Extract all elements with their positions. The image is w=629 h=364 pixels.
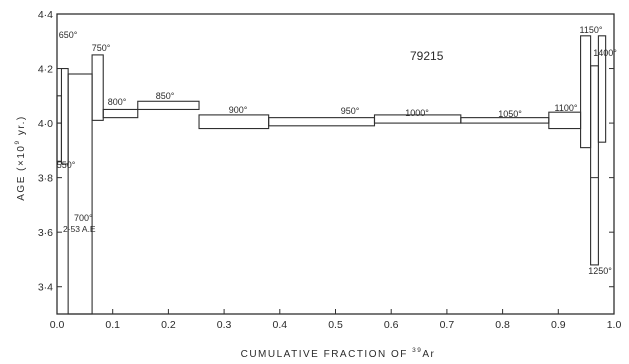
x-axis-title: CUMULATIVE FRACTION OF 39Ar [241,347,436,360]
step-labels: 550° 650° 750° 800° 850° 900° 950° 1000° 1050° 11… [57,25,618,276]
x-tick-label-0-4: 0.4 [272,319,287,331]
step-label-700: 700° [74,213,93,223]
x-tick-label-0-0: 0.0 [50,319,65,331]
step-box-800 [102,108,139,119]
x-tick-label-0-6: 0.6 [384,319,399,331]
x-tick-label-0-1: 0.1 [105,319,120,331]
step-box-750 [91,54,104,121]
y-tick-label-4-4: 4·4 [38,9,53,21]
sample-label: 79215 [410,49,444,63]
step-box-850 [137,100,200,111]
y-tick-label-3-4: 3·4 [38,282,53,294]
step-label-1000: 1000° [405,108,429,118]
step-box-1400 [597,35,607,143]
annotation-253-ae: 2·53 A.E [63,224,96,234]
x-tick-label-0-8: 0.8 [495,319,510,331]
y-tick-label-3-6: 3·6 [38,227,53,239]
y-tick-label-3-8: 3·8 [38,173,53,185]
x-tick-label-0-9: 0.9 [551,319,566,331]
x-tick-label-0-7: 0.7 [440,319,455,331]
step-label-1100: 1100° [555,103,578,113]
y-tick-label-4-2: 4·2 [38,64,53,76]
step-label-1050: 1050° [498,109,522,119]
step-label-1150: 1150° [580,25,603,35]
axis-ticks: 0.0 0.1 0.2 0.3 0.4 0.5 0.6 0.7 0.8 0.9 1.0 3·4 3·6 3… [38,9,622,331]
x-tick-label-0-5: 0.5 [328,319,343,331]
step-label-900: 900° [229,105,248,115]
x-tick-label-0-3: 0.3 [217,319,232,331]
x-tick-label-1-0: 1.0 [607,319,622,331]
step-label-950: 950° [341,106,360,116]
step-box-1250 [590,65,599,266]
step-label-800: 800° [108,97,127,107]
step-label-650: 650° [59,30,78,40]
x-tick-label-0-2: 0.2 [161,319,176,331]
step-label-750: 750° [92,43,111,53]
step-label-1400: 1400° [593,48,617,58]
y-axis-title: AGE (×109 yr.) [14,115,27,201]
step-label-850: 850° [156,91,175,101]
plot-frame [56,13,615,315]
y-tick-label-4-0: 4·0 [38,118,53,130]
step-label-1250: 1250° [588,266,612,276]
step-label-550: 550° [57,160,76,170]
